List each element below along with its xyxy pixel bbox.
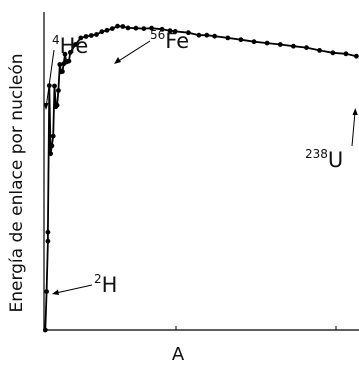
data-point <box>225 35 231 41</box>
data-point <box>67 50 73 55</box>
element-symbol: H <box>102 273 118 297</box>
data-point <box>78 35 84 41</box>
data-point <box>49 143 55 149</box>
data-point <box>149 25 155 31</box>
data-point <box>73 42 78 47</box>
annotation-fe56: 56Fe <box>114 28 189 64</box>
data-point <box>57 62 63 67</box>
data-point <box>354 53 359 59</box>
data-point <box>104 27 110 33</box>
annotations: 4He 56Fe 238U 2H <box>43 28 358 297</box>
data-point <box>99 29 105 35</box>
mass-number: 56 <box>150 28 165 42</box>
annotation-u238: 238U <box>305 108 358 172</box>
annotation-label-h2: 2H <box>94 272 117 297</box>
data-point <box>343 51 349 57</box>
annotation-label-u238: 238U <box>305 147 343 172</box>
data-point <box>44 289 49 294</box>
data-point <box>251 39 257 45</box>
series-layer <box>42 23 359 333</box>
element-symbol: U <box>328 148 343 172</box>
annotation-label-he4: 4He <box>52 33 88 58</box>
series-line <box>44 25 357 331</box>
annotation-label-fe56: 56Fe <box>150 28 189 53</box>
element-symbol: Fe <box>165 29 189 53</box>
data-point <box>204 32 210 38</box>
data-point <box>60 69 65 74</box>
annotation-h2: 2H <box>52 272 117 297</box>
annotation-arrow <box>55 284 93 294</box>
data-point <box>52 83 57 89</box>
axes <box>43 12 359 331</box>
data-point <box>120 24 126 29</box>
annotation-arrow <box>351 111 356 147</box>
data-point <box>141 26 147 31</box>
data-point <box>94 32 99 37</box>
x-axis-label: A <box>172 344 185 365</box>
data-point <box>109 26 115 31</box>
mass-number: 238 <box>305 147 328 161</box>
data-point <box>115 23 120 29</box>
arrowhead <box>352 108 358 115</box>
data-point <box>66 58 72 64</box>
data-point <box>212 33 218 39</box>
data-point <box>125 25 131 31</box>
data-point <box>186 30 191 36</box>
data-point <box>167 28 173 34</box>
data-point <box>45 238 51 244</box>
data-point <box>133 25 139 31</box>
mass-number: 2 <box>94 272 102 286</box>
data-point <box>304 45 309 50</box>
data-point <box>264 40 270 46</box>
data-point <box>238 37 244 43</box>
data-point <box>42 327 48 333</box>
data-point <box>196 32 202 38</box>
y-axis-label: Energía de enlace por nucleón <box>7 53 27 312</box>
data-point <box>48 151 53 157</box>
data-point <box>330 50 336 56</box>
arrowhead <box>114 57 121 64</box>
data-point <box>291 43 296 49</box>
data-point <box>83 34 89 39</box>
mass-number: 4 <box>52 33 60 47</box>
data-point <box>317 48 322 53</box>
data-point <box>88 33 94 38</box>
annotation-he4: 4He <box>43 33 88 110</box>
data-point <box>50 133 56 139</box>
data-point <box>56 88 61 93</box>
data-point <box>45 229 51 235</box>
data-point <box>159 26 165 32</box>
data-point <box>172 29 178 34</box>
data-point <box>277 42 283 47</box>
arrowhead <box>52 289 59 295</box>
annotation-arrow <box>116 40 151 63</box>
data-point <box>62 51 68 57</box>
element-symbol: He <box>60 34 89 58</box>
data-point <box>54 102 60 108</box>
arrowhead <box>43 103 49 110</box>
annotation-arrow <box>45 49 55 109</box>
